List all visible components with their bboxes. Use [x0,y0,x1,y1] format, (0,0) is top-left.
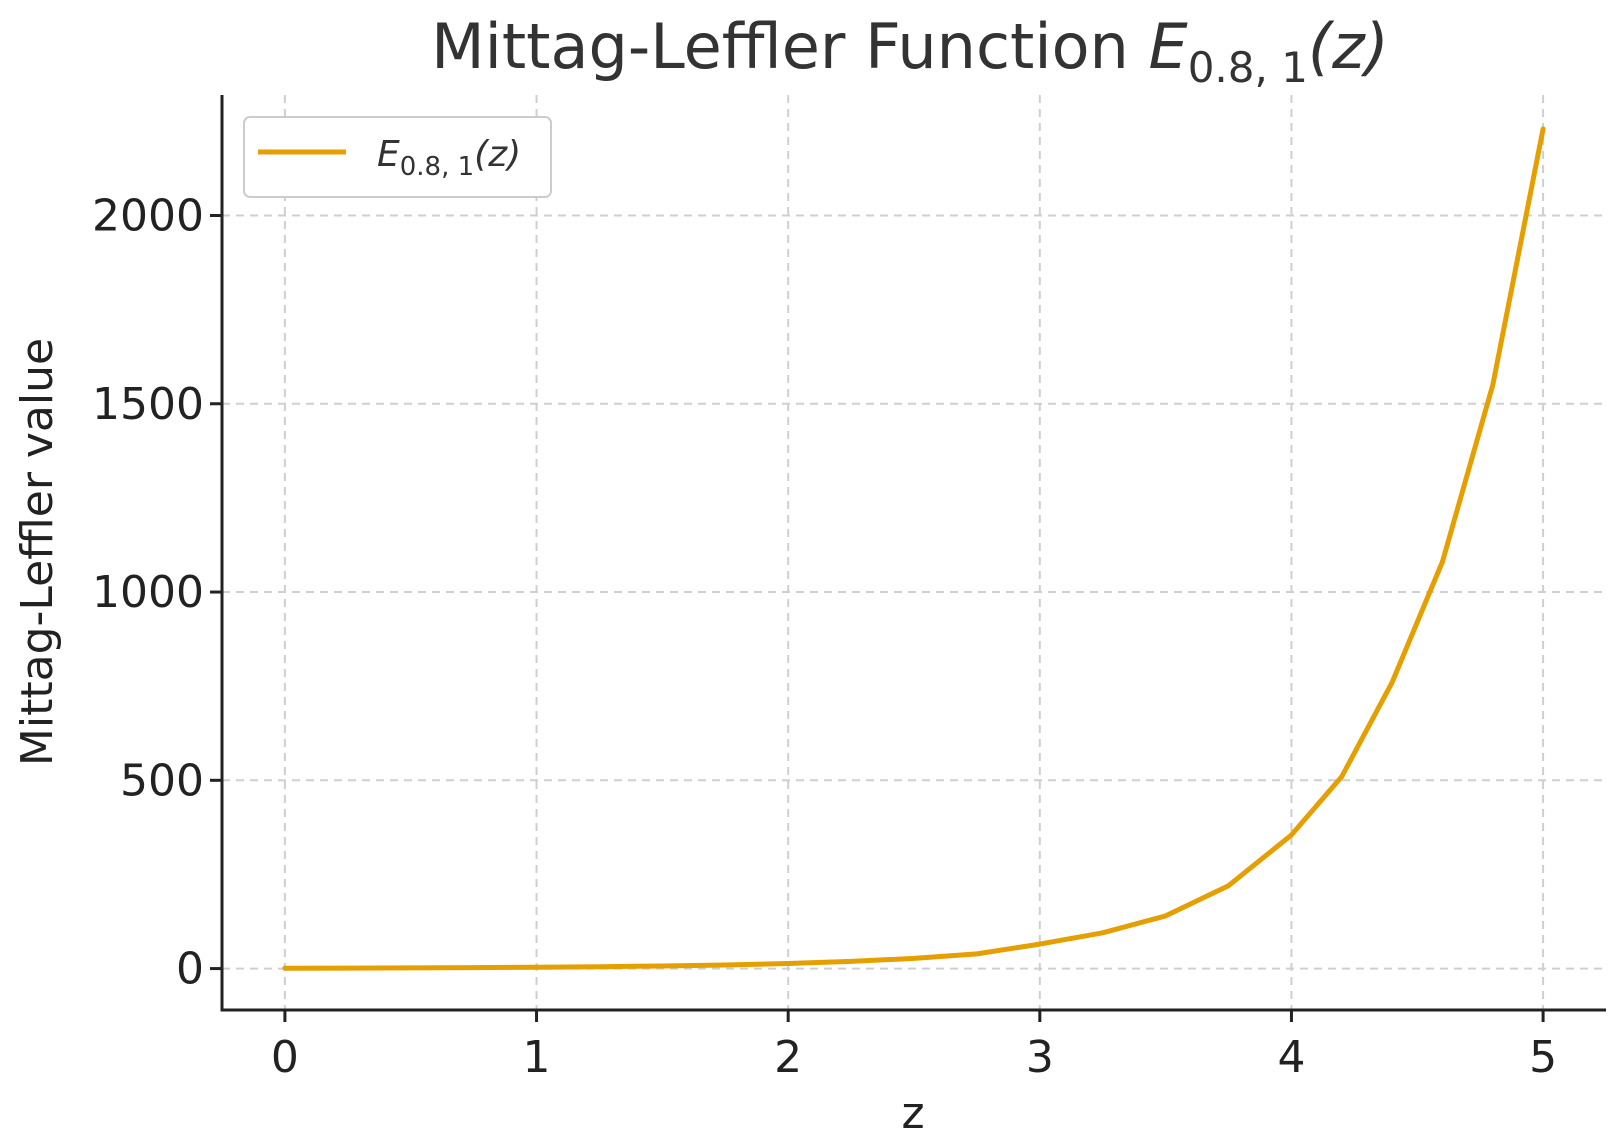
series-layer [282,126,1546,971]
y-tick-label: 1500 [92,379,204,430]
x-tick-labels: 0 1 2 3 4 5 [271,1032,1557,1083]
y-axis-label: Mittag-Leffler value [12,338,63,766]
y-tick-label: 2000 [92,190,204,241]
legend-entry-math: E [377,134,400,175]
grid [222,95,1606,1010]
x-tick-label: 1 [523,1032,551,1083]
y-tick-label: 500 [120,755,204,806]
x-tick-label: 0 [271,1032,299,1083]
chart-title: Mittag-Leffler Function E0.8, 1(z) [431,10,1389,92]
chart-title-tail: (z) [1308,10,1389,83]
chart-title-main: Mittag-Leffler Function [431,10,1148,83]
legend-entry: E0.8, 1(z) [377,134,521,182]
y-tick-labels: 0 500 1000 1500 2000 [92,190,204,994]
chart-title-math: E [1149,10,1189,83]
legend-entry-subscript: 0.8, 1 [400,152,474,182]
legend-entry-tail: (z) [474,134,521,175]
y-tick-label: 0 [176,944,204,995]
series-line [282,126,1546,971]
x-tick-label: 2 [774,1032,802,1083]
y-tick-label: 1000 [92,567,204,618]
chart-title-subscript: 0.8, 1 [1188,43,1308,92]
axes [210,95,1606,1022]
legend-box [243,116,552,198]
legend: E0.8, 1(z) [243,116,552,198]
x-axis-label: z [901,1088,924,1139]
x-tick-label: 3 [1026,1032,1054,1083]
x-tick-label: 5 [1529,1032,1557,1083]
x-tick-label: 4 [1277,1032,1305,1083]
